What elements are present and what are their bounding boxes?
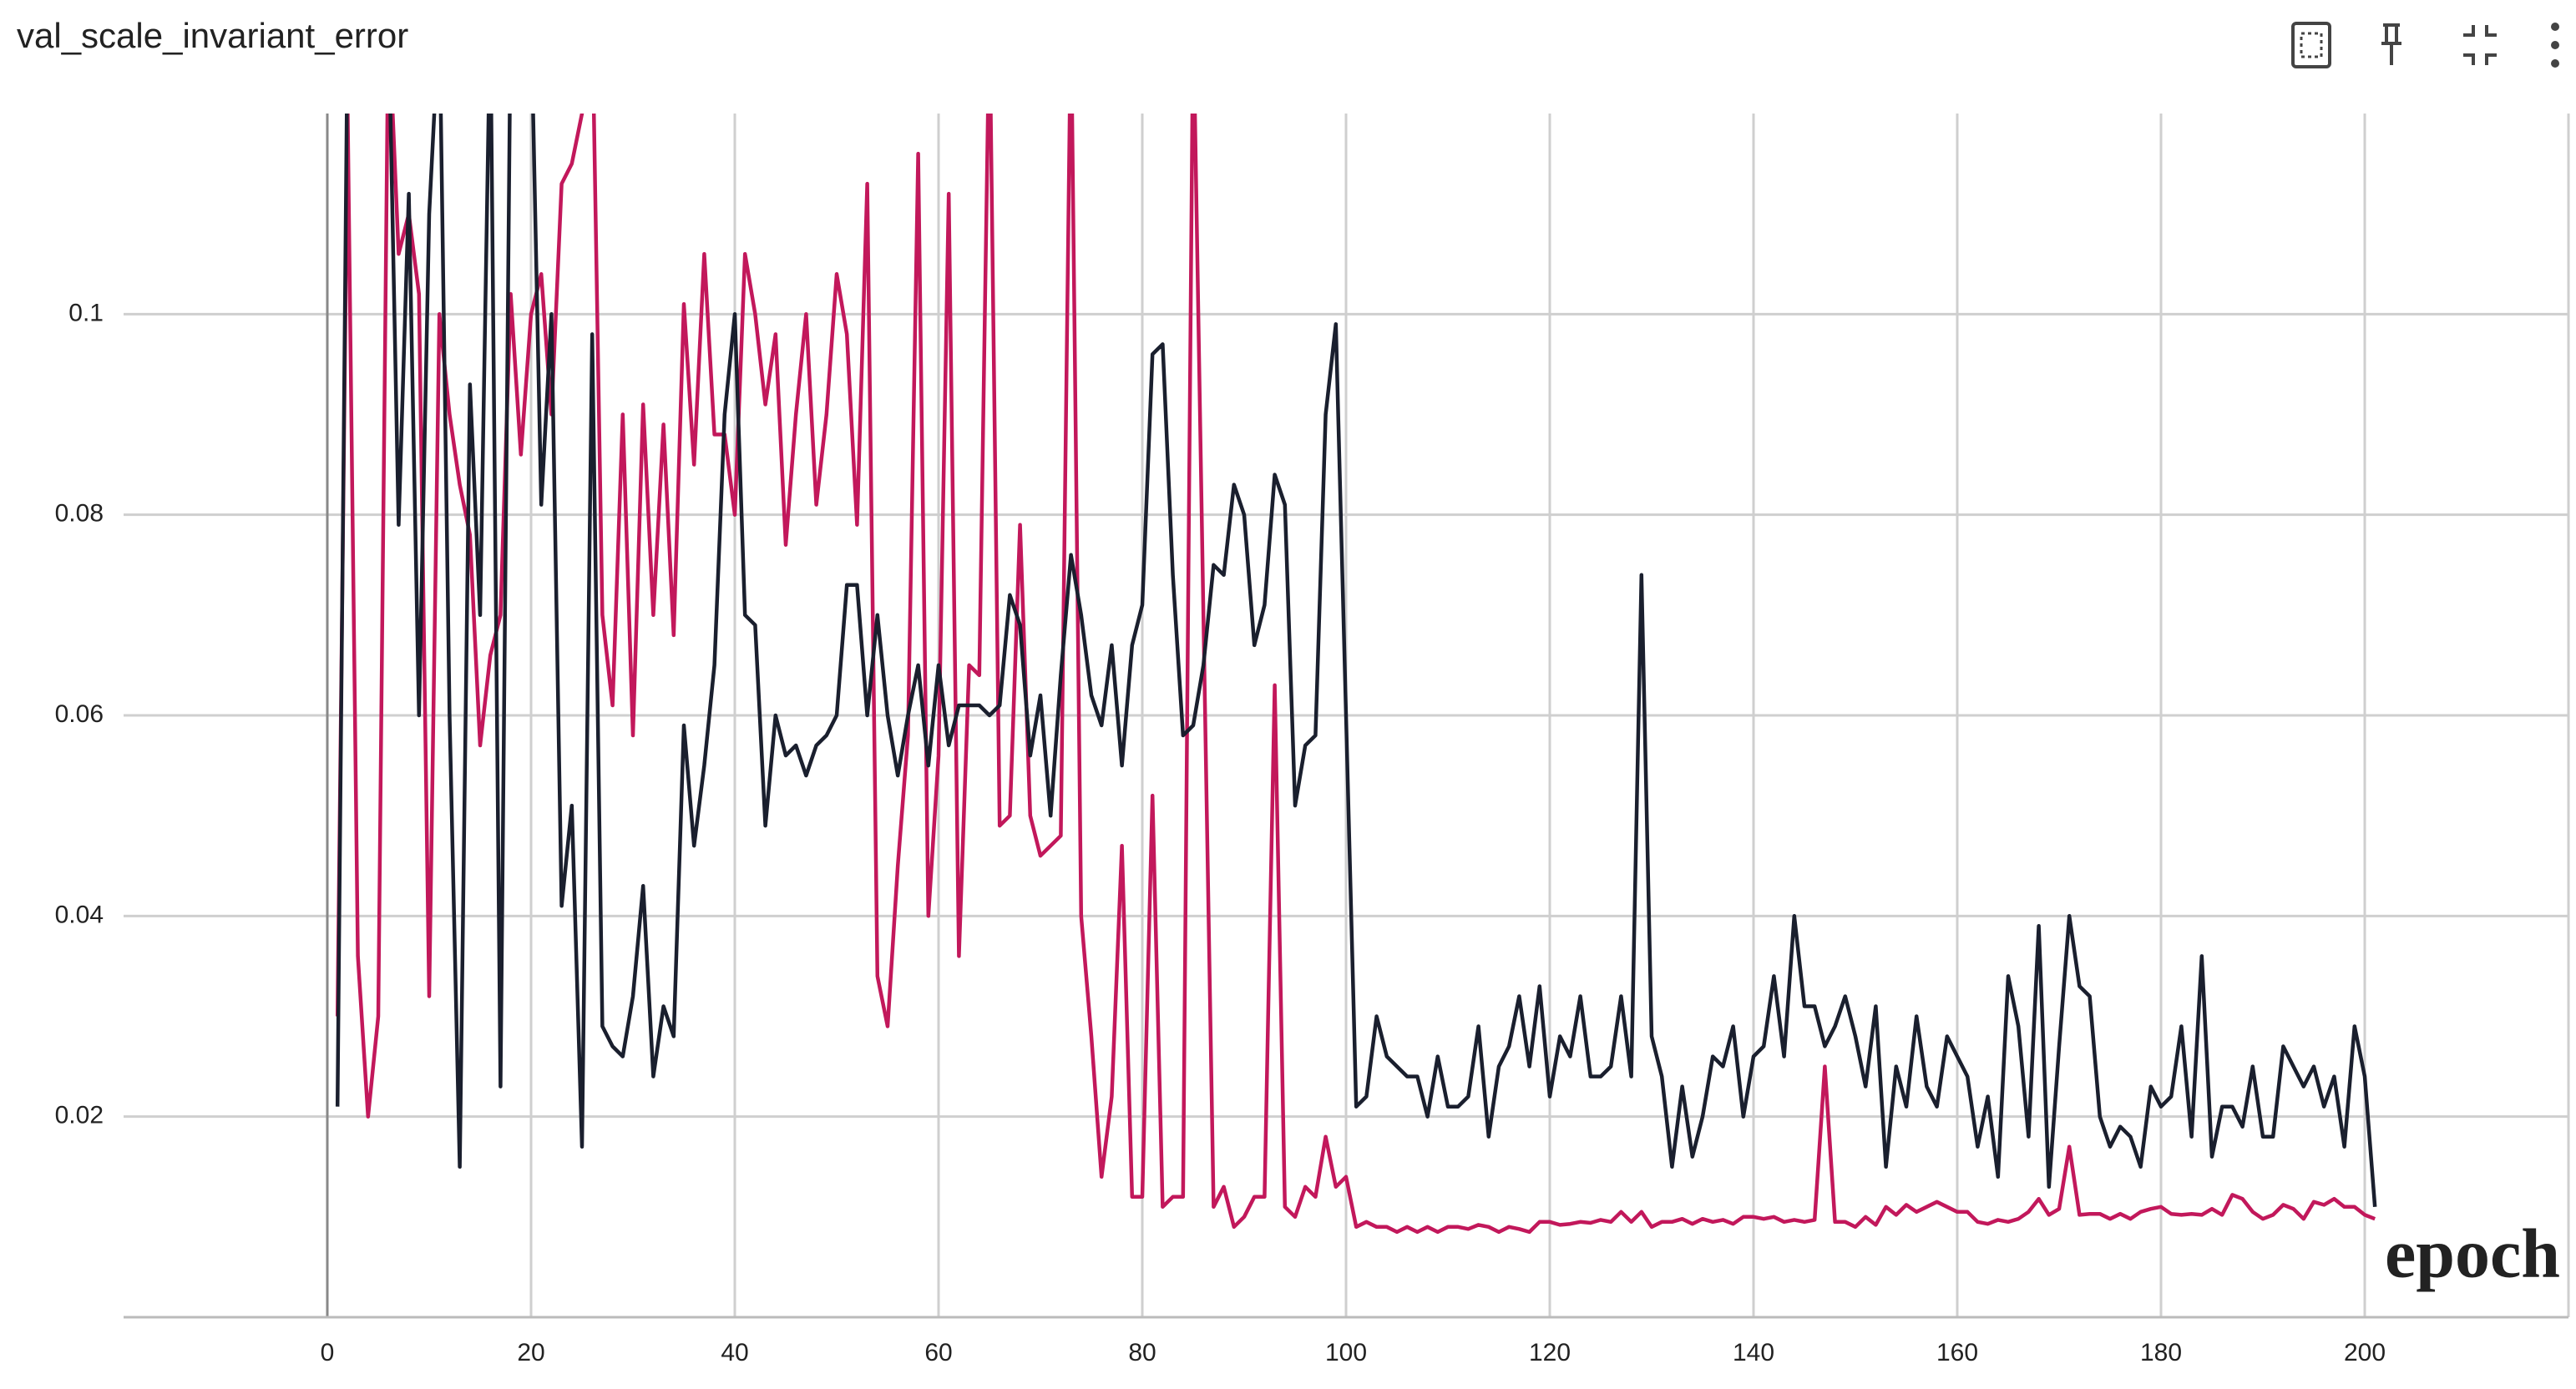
x-tick-label: 60 xyxy=(924,1339,952,1366)
x-tick-label: 80 xyxy=(1128,1339,1156,1366)
toolbar xyxy=(2291,22,2559,68)
grid xyxy=(124,114,2568,1317)
y-tick-label: 0.08 xyxy=(55,500,104,528)
collapse-button[interactable] xyxy=(2463,25,2497,65)
fit-domain-button[interactable] xyxy=(2291,22,2331,68)
x-tick-label: 200 xyxy=(2344,1339,2386,1366)
pin-button[interactable] xyxy=(2381,23,2401,65)
series-lines xyxy=(335,114,2377,1235)
axis-annotation: epoch xyxy=(2385,1215,2560,1292)
x-tick-label: 120 xyxy=(1529,1339,1571,1366)
x-tick-label: 40 xyxy=(721,1339,748,1366)
x-tick-label: 140 xyxy=(1733,1339,1774,1366)
x-tick-label: 180 xyxy=(2140,1339,2182,1366)
x-tick-label: 100 xyxy=(1325,1339,1367,1366)
series-line xyxy=(335,114,2377,1207)
x-tick-label: 0 xyxy=(321,1339,335,1366)
y-tick-label: 0.02 xyxy=(55,1102,104,1129)
series-line xyxy=(335,114,2376,1235)
menu-button[interactable] xyxy=(2551,23,2559,68)
x-tick-label: 160 xyxy=(1936,1339,1978,1366)
y-tick-label: 0.06 xyxy=(55,700,104,728)
y-tick-label: 0.1 xyxy=(68,299,104,326)
x-tick-label: 20 xyxy=(517,1339,544,1366)
chart-title: val_scale_invariant_error xyxy=(17,16,408,55)
y-tick-label: 0.04 xyxy=(55,901,104,928)
